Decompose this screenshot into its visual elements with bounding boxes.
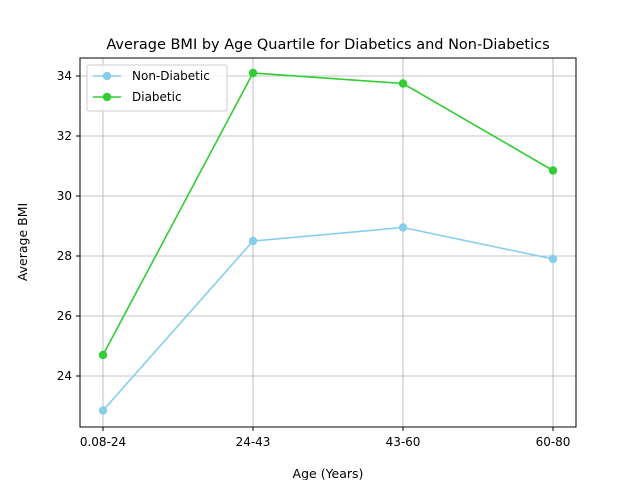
grid xyxy=(80,58,576,427)
legend-label: Diabetic xyxy=(132,90,182,104)
y-axis-label: Average BMI xyxy=(15,203,30,281)
data-point xyxy=(98,406,108,415)
x-tick-label: 0.08-24 xyxy=(80,435,126,449)
y-tick-label: 32 xyxy=(57,129,72,143)
plot-frame xyxy=(79,57,577,428)
data-point xyxy=(548,166,558,175)
data-point xyxy=(248,236,258,246)
series-layer xyxy=(98,68,558,415)
y-tick-label: 30 xyxy=(57,189,72,203)
series-line-1 xyxy=(102,72,554,356)
y-tick-label: 28 xyxy=(57,249,72,263)
x-tick-label: 24-43 xyxy=(236,435,271,449)
legend-marker xyxy=(102,92,112,102)
x-tick-label: 60-80 xyxy=(536,435,571,449)
chart-title: Average BMI by Age Quartile for Diabetic… xyxy=(106,37,549,53)
data-point xyxy=(398,223,408,232)
series-line-0 xyxy=(102,226,554,412)
y-tick-label: 26 xyxy=(57,309,72,323)
data-point xyxy=(398,79,408,88)
legend: Non-Diabetic Diabetic xyxy=(86,64,228,112)
legend-label: Non-Diabetic xyxy=(132,69,210,83)
ticks: 0.08-24 24-43 43-60 60-80 24 26 28 30 32 34 xyxy=(57,69,571,449)
data-point xyxy=(248,68,258,78)
y-tick-label: 24 xyxy=(57,369,72,383)
y-tick-label: 34 xyxy=(57,69,72,83)
legend-box xyxy=(86,64,228,112)
x-tick-label: 43-60 xyxy=(386,435,421,449)
data-point xyxy=(98,350,108,360)
legend-marker xyxy=(102,71,112,81)
x-axis-label: Age (Years) xyxy=(293,466,364,480)
data-point xyxy=(548,254,558,264)
